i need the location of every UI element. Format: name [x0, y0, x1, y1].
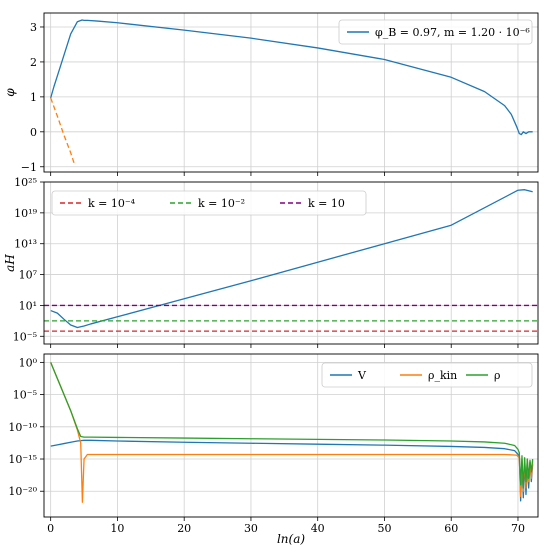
series-line-blue [50, 439, 534, 502]
legend-box [51, 190, 367, 216]
series-line-unnamed-0 [50, 189, 533, 329]
y-tick-label: 10¹⁹ [14, 207, 37, 220]
y-tick-label: 2 [30, 56, 37, 69]
x-tick-label: 20 [177, 522, 191, 535]
plot-frame [43, 353, 539, 518]
x-axis-label: ln(a) [277, 532, 305, 546]
y-axis-label: aH [3, 254, 17, 272]
x-tick-label: 60 [444, 522, 458, 535]
legend-label: ρ_kin [428, 369, 457, 382]
x-tick-label: 10 [110, 522, 124, 535]
legend-label: ρ [494, 369, 500, 382]
y-tick-label: 0 [30, 126, 37, 139]
x-tick-label: 70 [511, 522, 525, 535]
y-axis-label: φ [3, 88, 17, 97]
y-tick-label: 10⁻¹⁰ [8, 421, 37, 434]
legend-label: k = 10⁻² [198, 197, 245, 210]
x-tick-label: 50 [377, 522, 391, 535]
y-tick-label: −1 [21, 161, 37, 174]
y-tick-label: 10⁻⁵ [13, 330, 37, 343]
y-tick-label: 10⁻²⁰ [8, 485, 37, 498]
panel-phi: −1 0 1 2 3 φ φ_B = 0.97, m = 1.20 · 10⁻⁶ [3, 12, 539, 176]
x-tick-label: 40 [311, 522, 325, 535]
legend-box [338, 19, 533, 45]
plot-frame [43, 12, 539, 173]
x-tick-label: 30 [244, 522, 258, 535]
legend-label: k = 10 [308, 197, 345, 210]
legend-label: k = 10⁻⁴ [88, 197, 136, 210]
y-tick-label: 10¹ [19, 299, 37, 312]
legend-label: φ_B = 0.97, m = 1.20 · 10⁻⁶ [375, 26, 530, 39]
series-line-blue [50, 19, 533, 136]
y-tick-label: 1 [30, 91, 37, 104]
y-tick-label: 3 [30, 21, 37, 34]
y-tick-label: 10⁰ [19, 356, 38, 369]
y-tick-label: 10²⁵ [14, 176, 37, 189]
series-line-unnamed-1 [50, 97, 76, 166]
x-tick-label: 0 [47, 522, 54, 535]
y-tick-label: 10⁻¹⁵ [8, 453, 37, 466]
series-line-green [50, 362, 534, 489]
legend-box [321, 362, 533, 388]
legend-label: V [357, 369, 367, 382]
y-tick-label: 10⁻⁵ [13, 389, 37, 402]
y-tick-label: 10⁷ [19, 269, 38, 282]
panel-aH: 10⁻⁵ 10¹ 10⁷ 10¹³ 10¹⁹ 10²⁵ aH k = 10⁻⁴ k = 10… [3, 176, 539, 348]
plot-frame [43, 181, 539, 345]
y-tick-label: 10¹³ [14, 238, 37, 251]
